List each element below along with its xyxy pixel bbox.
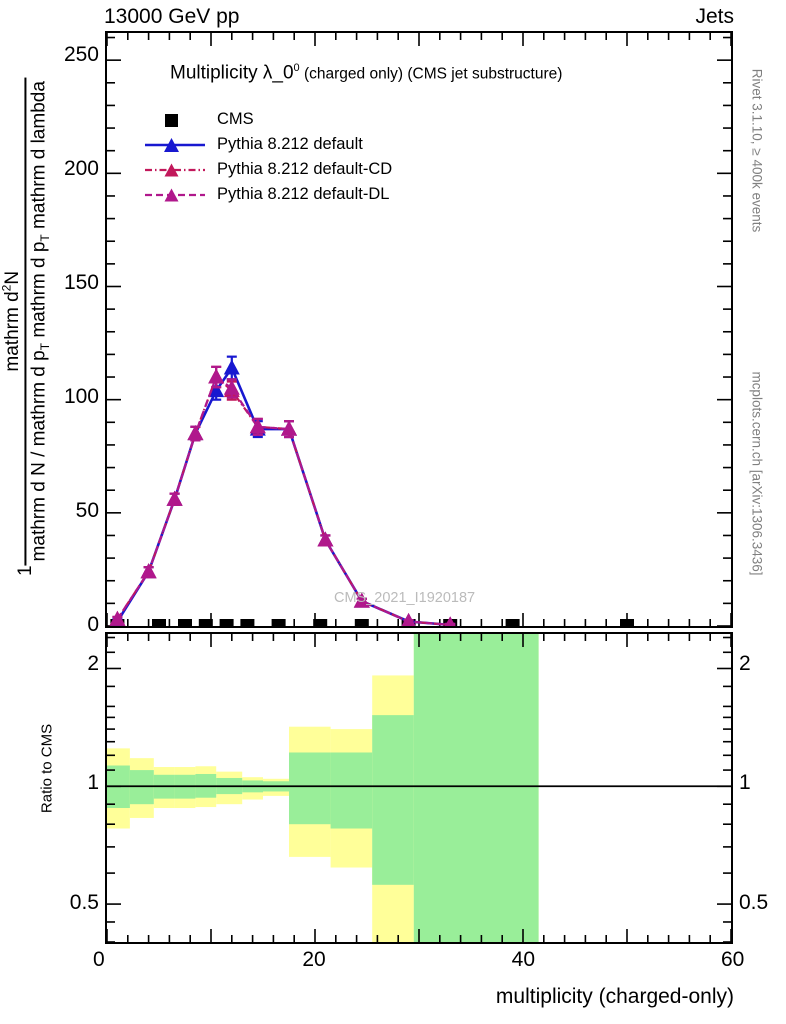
legend: CMS Pythia 8.212 default Pythia 8.212 de… [143,107,392,207]
title-lambda-sup: 0 [293,62,300,74]
x-tick-label: 40 [511,948,536,971]
data-marker-square [505,619,520,626]
x-tick-label: 60 [721,948,745,971]
y-tick-label-ratio-left: 0.5 [69,890,99,914]
data-marker-triangle [249,418,266,434]
y-den-2: mathrm d p [28,241,50,343]
data-marker-triangle [223,359,240,375]
series-line [116,375,451,626]
note-mcplots-source: mcplots.cern.ch [arXiv:1306.3436] [749,371,765,576]
band-green [289,752,331,825]
data-marker-square [178,619,192,626]
data-marker-square [313,619,328,626]
y-tick-label-ratio-right: 2 [739,651,751,675]
data-marker-triangle [445,616,456,626]
series-line [116,365,451,626]
y-axis-prefix: 1 [15,565,37,577]
data-marker-triangle [208,382,225,398]
data-marker-square [620,619,634,626]
y-tick-label-main: 250 [63,43,99,67]
band-green [330,752,373,829]
legend-label-pythia-cd: Pythia 8.212 default-CD [217,160,393,178]
data-marker-triangle [109,610,126,626]
ratio-plot-panel [105,632,733,944]
header-category: Jets [695,5,734,28]
y-den-1: mathrm d N / mathrm d p [28,350,50,562]
y-num-d: mathrm d [1,291,23,372]
series-line [116,375,451,626]
series-pythia-8-212-default [110,355,456,626]
y-tick-label-main: 150 [63,271,99,295]
y-tick-label-main: 0 [87,613,99,636]
ratio-plot-canvas [107,634,731,942]
y-axis-denominator: mathrm d N / mathrm d pT mathrm d pT mat… [27,77,53,565]
legend-item-pythia-default[interactable]: Pythia 8.212 default [143,132,392,157]
series-cms [110,619,634,626]
y-axis-numerator: mathrm d2N [0,77,27,566]
legend-key-cms [143,110,207,130]
y-tick-label-ratio-left: 1 [87,771,99,795]
main-plot-canvas [107,33,731,626]
title-main: Multiplicity [170,62,263,84]
y-tick-label-main: 50 [75,499,99,523]
y-num-N: N [1,270,23,285]
data-marker-triangle [208,368,225,384]
legend-key-pythia-default [143,135,207,155]
ratio-band-inner [107,634,539,942]
data-marker-triangle [223,379,240,395]
series-pythia-8-212-default-cd [109,365,456,626]
data-marker-square [240,619,255,626]
data-marker-square [219,619,234,626]
data-marker-triangle [353,592,370,608]
legend-label-pythia-dl: Pythia 8.212 default-DL [217,185,390,203]
y-tick-label-ratio-right: 0.5 [739,890,769,914]
header-beam-energy: 13000 GeV pp [104,5,240,28]
y-den-3: mathrm d lambda [28,81,50,235]
data-marker-square [152,619,166,626]
y-den-sub2: T [38,234,53,242]
data-marker-triangle [281,420,297,436]
legend-label-pythia-default: Pythia 8.212 default [217,135,363,153]
note-rivet-version: Rivet 3.1.10, ≥ 400k events [749,68,765,233]
y-axis-label-main: 1 mathrm d2N mathrm d N / mathrm d pT math… [0,17,53,637]
data-marker-triangle [187,425,204,441]
y-axis-fraction: mathrm d2N mathrm d N / mathrm d pT mathr… [0,77,53,566]
legend-item-pythia-cd[interactable]: Pythia 8.212 default-CD [143,157,392,182]
y-tick-label-ratio-left: 2 [87,651,99,675]
main-plot-panel [105,31,733,628]
y-den-sub1: T [38,342,53,351]
band-green [413,634,539,942]
data-marker-triangle [166,490,183,506]
y-num-sup: 2 [0,284,14,292]
y-tick-label-ratio-right: 1 [739,771,751,795]
x-tick-label: 0 [93,948,105,971]
legend-key-pythia-cd [143,160,207,180]
data-marker-triangle [140,563,157,579]
ratio-axis-ticks [107,634,731,942]
legend-label-cms: CMS [217,110,254,128]
analysis-watermark: CMS_2021_I1920187 [334,590,476,606]
series-pythia-8-212-default-dl [109,365,456,626]
data-marker-triangle [317,531,334,547]
plot-title: Multiplicity λ_00 (charged only) (CMS je… [170,62,562,84]
data-marker-square [198,619,213,626]
y-tick-label-main: 100 [63,385,99,409]
legend-item-cms[interactable]: CMS [143,107,392,132]
band-green [372,715,414,885]
data-marker-square [354,619,369,626]
x-tick-label: 20 [302,948,326,971]
x-axis-label: multiplicity (charged-only) [495,985,734,1008]
y-tick-label-main: 200 [63,157,99,181]
data-marker-square [271,619,286,626]
legend-key-pythia-dl [143,185,207,205]
title-lambda: λ_0 [262,62,294,84]
y-axis-label-ratio: Ratio to CMS [38,723,56,814]
data-marker-triangle [401,613,416,626]
legend-item-pythia-dl[interactable]: Pythia 8.212 default-DL [143,182,392,207]
title-rest: (charged only) (CMS jet substructure) [299,65,563,83]
